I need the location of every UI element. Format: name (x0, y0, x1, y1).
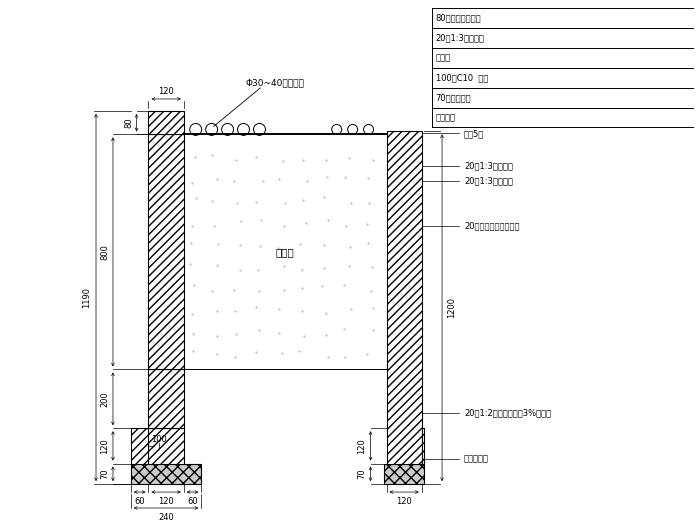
Text: 120: 120 (396, 497, 412, 506)
Bar (422, 428, 424, 464)
Text: 100厚C10  垫层: 100厚C10 垫层 (435, 73, 488, 82)
Bar (148, 428, 184, 464)
Text: 120: 120 (158, 497, 174, 506)
Text: 200: 200 (100, 391, 109, 407)
Text: 防防5层: 防防5层 (464, 129, 484, 138)
Text: 20厚1:3水泥砂浆: 20厚1:3水泥砂浆 (464, 177, 513, 186)
Text: 100: 100 (151, 435, 167, 444)
Text: 素土夯实: 素土夯实 (435, 113, 456, 122)
Text: 60: 60 (134, 497, 145, 506)
Text: 20厚五莲花花岗岩贴面: 20厚五莲花花岗岩贴面 (464, 222, 519, 231)
Text: 70: 70 (100, 468, 109, 479)
Text: Φ30~40卵石覆铺: Φ30~40卵石覆铺 (246, 79, 304, 88)
Bar (148, 369, 184, 428)
Text: 80厚五莲花花岗岩: 80厚五莲花花岗岩 (435, 14, 482, 23)
Text: 240: 240 (158, 513, 174, 522)
Text: 20厚1:3水泥砂浆: 20厚1:3水泥砂浆 (435, 34, 484, 42)
Text: 20厚1:3水泥砂浆: 20厚1:3水泥砂浆 (464, 162, 513, 171)
Text: 原墙青砖面: 原墙青砖面 (464, 454, 489, 463)
Text: 800: 800 (100, 244, 109, 260)
Text: 80: 80 (125, 117, 134, 128)
Bar (384, 464, 424, 484)
Bar (148, 135, 184, 369)
Text: 填植土: 填植土 (276, 247, 295, 257)
Text: 70厚碎石垫层: 70厚碎石垫层 (435, 93, 471, 102)
Bar (131, 428, 148, 464)
Text: 1190: 1190 (82, 287, 91, 308)
Text: 砖砌体: 砖砌体 (435, 53, 451, 62)
Text: 20厚1:2水泥砂浆内掺3%防水粉: 20厚1:2水泥砂浆内掺3%防水粉 (464, 409, 551, 418)
Bar (131, 464, 202, 484)
Text: 70: 70 (358, 468, 367, 479)
Text: 1200: 1200 (447, 297, 456, 318)
Text: 120: 120 (158, 87, 174, 96)
Bar (148, 111, 184, 135)
Text: 120: 120 (100, 438, 109, 454)
Bar (386, 132, 422, 464)
Text: 60: 60 (188, 497, 198, 506)
Text: 120: 120 (358, 438, 367, 454)
